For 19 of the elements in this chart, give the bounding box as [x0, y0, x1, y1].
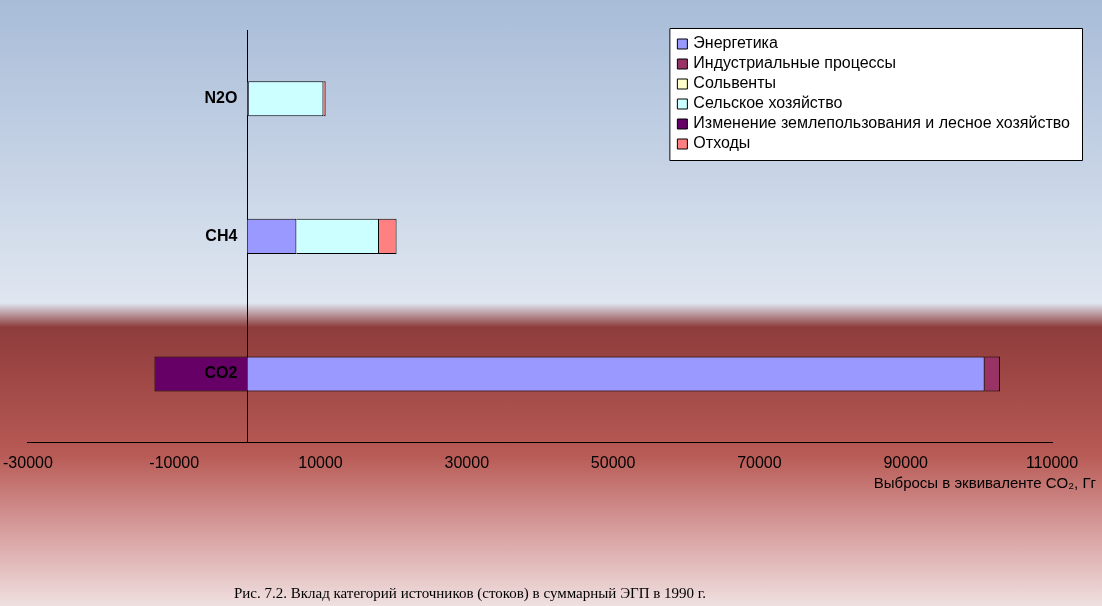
legend-label: Сольвенты: [693, 74, 777, 92]
x-axis-title: Выбросы в эквиваленте CO₂, Гг: [873, 474, 1097, 492]
x-tick-label: 30000: [444, 453, 490, 471]
x-tick-label: 90000: [883, 453, 929, 471]
y-tick-label: N2O: [204, 89, 238, 107]
x-tick-label: -30000: [3, 453, 53, 471]
x-tick-label: 10000: [298, 453, 343, 471]
legend-label: Сельское хозяйство: [693, 94, 843, 112]
x-tick-label: 50000: [590, 453, 636, 471]
x-tick-label: 110000: [1025, 453, 1079, 471]
x-tick-label: 70000: [737, 453, 782, 471]
legend-label: Индустриальные процессы: [693, 54, 897, 72]
y-tick-label: CO2: [204, 364, 238, 382]
legend-label: Изменение землепользования и лесное хозяйство: [693, 114, 1071, 132]
legend-label: Отходы: [693, 134, 751, 152]
legend-label: Энергетика: [693, 34, 778, 52]
text: Рис. 7.2. Вклад категорий источников (стоков) в суммарный ЭГП в 1990 г.: [233, 584, 707, 602]
x-tick-label: -10000: [149, 453, 200, 471]
y-tick-label: CH4: [205, 226, 238, 244]
